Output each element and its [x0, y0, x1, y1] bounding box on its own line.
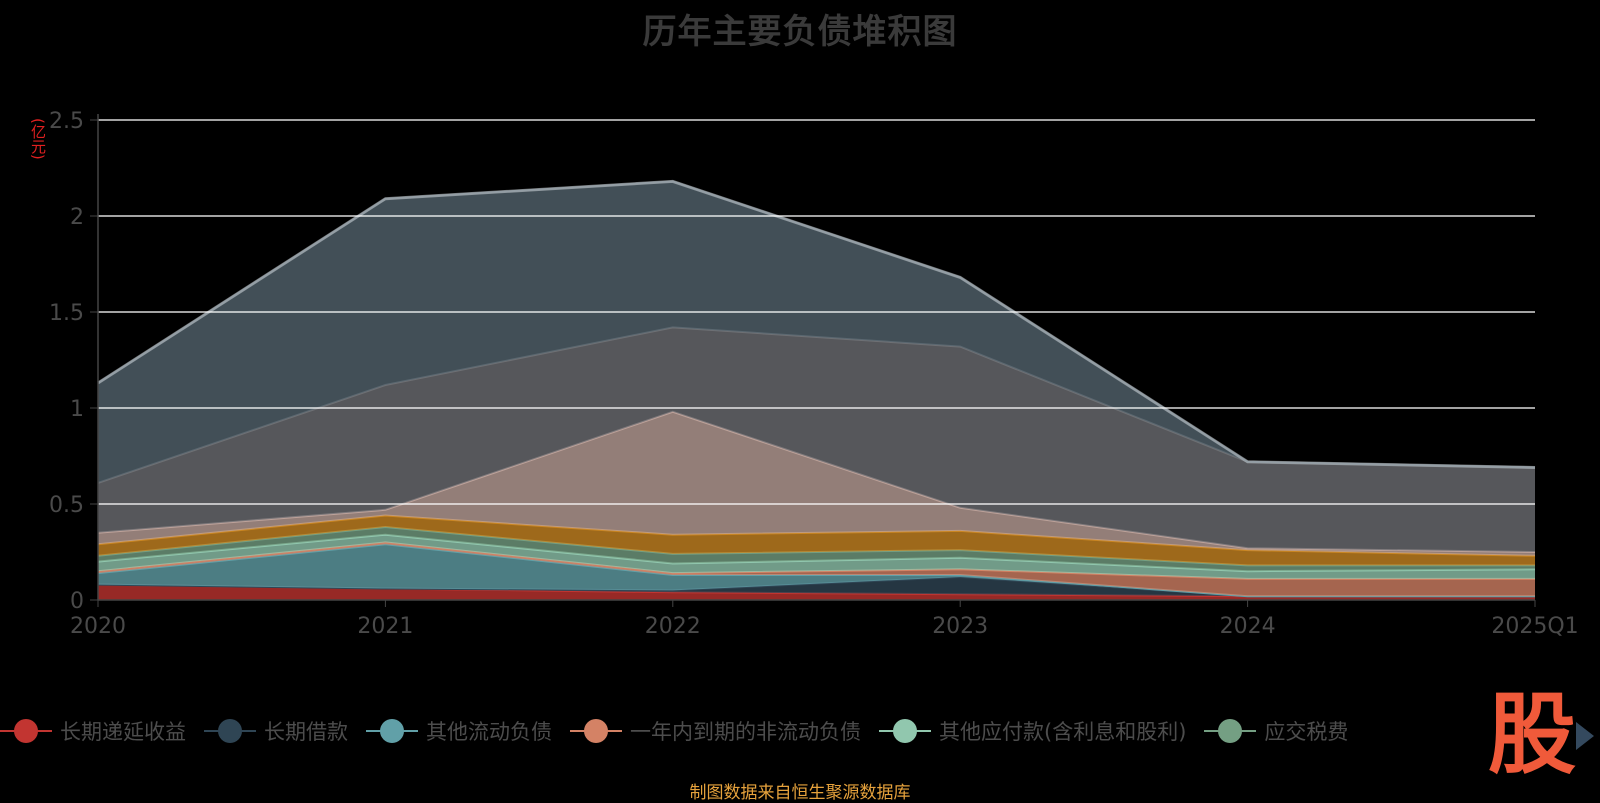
legend-item-4[interactable]: 一年内到期的非流动负债: [570, 716, 861, 746]
stacked-area-chart: 0 0.5 1 1.5 2 2.5 2020 2021 2022 2023 2024 2025Q1: [49, 109, 1579, 639]
legend-label: 长期递延收益: [60, 720, 186, 744]
x-tick-label: 2024: [1220, 614, 1276, 639]
legend-item-2[interactable]: 长期借款: [204, 716, 348, 746]
legend-marker-icon: [570, 717, 622, 745]
area-series-3: [98, 544, 1535, 597]
legend-marker-icon: [204, 717, 256, 745]
legend-item-1[interactable]: 长期递延收益: [0, 716, 186, 746]
total-outline: [97, 179, 1536, 469]
legend: 长期递延收益 长期借款 其他流动负债 一年内到期的非流动负债 其他应付款(含利息和股利)…: [0, 716, 1560, 756]
legend-marker-icon: [879, 717, 931, 745]
legend-next-page-icon[interactable]: [1576, 722, 1594, 750]
area-series-5-line: [97, 533, 1536, 573]
chart-title: 历年主要负债堆积图: [642, 12, 958, 52]
axes: 0 0.5 1 1.5 2 2.5 2020 2021 2022 2023 2024 2025Q1: [49, 109, 1579, 639]
legend-marker-icon: [1204, 717, 1257, 745]
y-tick-label: 0.5: [49, 493, 84, 518]
area-series-10: [98, 181, 1535, 483]
data-source-note: 制图数据来自恒生聚源数据库: [689, 783, 911, 803]
area-series-group: [97, 179, 1536, 600]
legend-label: 一年内到期的非流动负债: [630, 720, 861, 744]
y-axis-unit: (亿元): [29, 118, 47, 160]
legend-marker-icon: [366, 717, 418, 745]
area-series-6: [98, 527, 1535, 572]
legend-marker-icon: [0, 717, 52, 745]
grid-lines: [98, 119, 1535, 505]
area-series-4: [98, 542, 1535, 597]
area-series-9: [98, 327, 1535, 552]
x-tick-label: 2023: [932, 614, 988, 639]
y-tick-label: 1.5: [49, 301, 84, 326]
area-series-8: [98, 411, 1535, 556]
y-tick-label: 2.5: [49, 109, 84, 134]
legend-label: 其他应付款(含利息和股利): [939, 720, 1187, 744]
brand-logo: 股: [1488, 682, 1577, 786]
y-tick-label: 2: [70, 205, 84, 230]
legend-label: 应交税费: [1264, 720, 1349, 744]
x-tick-label: 2020: [70, 614, 126, 639]
legend-label: 其他流动负债: [426, 720, 552, 744]
x-tick-label: 2025Q1: [1491, 614, 1578, 639]
x-tick-label: 2021: [357, 614, 413, 639]
legend-label: 长期借款: [264, 720, 348, 744]
y-tick-label: 1: [70, 397, 84, 422]
legend-item-5[interactable]: 其他应付款(含利息和股利): [879, 716, 1186, 746]
area-series-7: [98, 515, 1535, 566]
y-tick-label: 0: [70, 589, 84, 614]
x-tick-label: 2022: [645, 614, 701, 639]
legend-item-3[interactable]: 其他流动负债: [366, 716, 552, 746]
legend-item-6[interactable]: 应交税费: [1204, 716, 1348, 746]
